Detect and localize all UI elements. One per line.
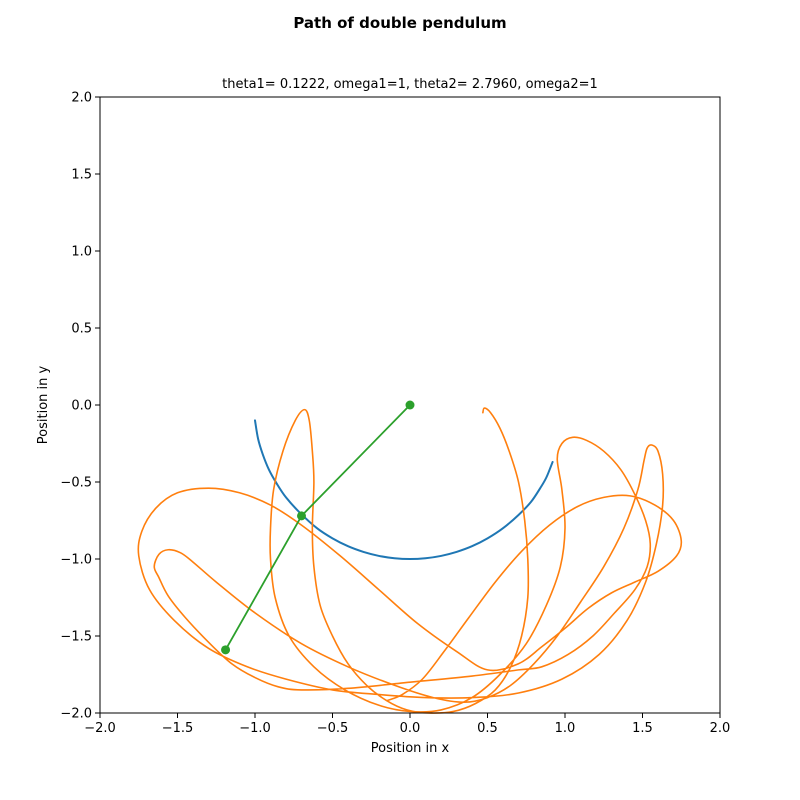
x-axis: −2.0 −1.5 −1.0 −0.5 0.0 0.5 1.0 1.5 2.0 [84,713,730,736]
y-tick-label: 0.5 [71,322,92,337]
y-tick-label: 1.0 [71,245,92,260]
pendulum-arm [224,404,411,651]
y-tick-label: −0.5 [60,476,92,491]
x-tick-label: −1.5 [162,721,194,736]
y-tick-label: −1.0 [60,553,92,568]
pendulum-layer [221,400,415,655]
x-tick-label: −1.0 [239,721,271,736]
chart-subtitle: theta1= 0.1222, omega1=1, theta2= 2.7960… [222,77,598,92]
pendulum-bob-0 [405,400,415,410]
pendulum-bob-1 [297,511,306,521]
x-tick-label: 1.5 [632,721,653,736]
chart-title: Path of double pendulum [293,14,506,32]
y-tick-label: −2.0 [60,707,92,722]
y-tick-label: 2.0 [71,91,92,106]
y-tick-label: −1.5 [60,630,92,645]
series-layer [137,407,683,714]
x-axis-label: Position in x [371,741,450,756]
y-axis: −2.0 −1.5 −1.0 −0.5 0.0 0.5 1.0 1.5 2.0 [60,91,100,722]
y-tick-label: 0.0 [71,399,92,414]
x-tick-label: 0.0 [400,721,421,736]
series-line-2 [137,407,683,714]
x-tick-label: −2.0 [84,721,116,736]
x-tick-label: 1.0 [555,721,576,736]
y-tick-label: 1.5 [71,168,92,183]
x-tick-label: −0.5 [317,721,349,736]
x-tick-label: 0.5 [477,721,498,736]
pendulum-bob-2 [221,645,231,655]
series-line-1 [254,419,554,560]
y-axis-label: Position in y [36,365,51,444]
x-tick-label: 2.0 [710,721,731,736]
